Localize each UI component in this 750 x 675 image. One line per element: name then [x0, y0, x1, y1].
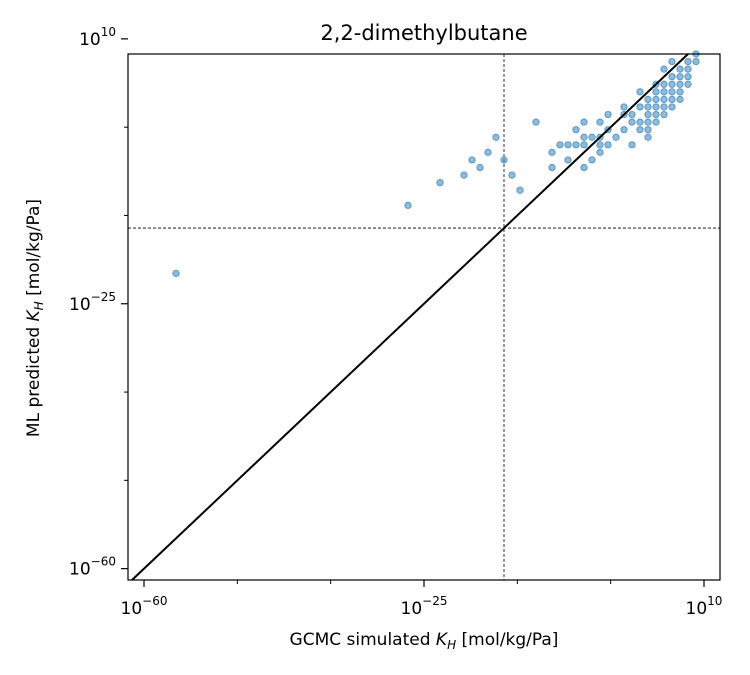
data-point: [516, 186, 524, 194]
data-point: [676, 80, 684, 88]
data-point: [596, 141, 604, 149]
data-point: [676, 65, 684, 73]
data-point: [612, 133, 620, 141]
data-point: [692, 57, 700, 66]
data-point: [668, 57, 676, 66]
diagonal-reference-line: [131, 53, 689, 581]
x-axis-label: GCMC simulated KH [mol/kg/Pa]: [290, 630, 559, 652]
data-point: [596, 118, 604, 126]
data-point: [660, 65, 668, 73]
data-point: [668, 80, 676, 88]
data-point: [660, 80, 668, 88]
data-point: [484, 148, 492, 156]
data-point: [588, 156, 596, 164]
data-point: [684, 73, 692, 81]
data-point: [548, 163, 556, 172]
x-axis-label-var: K: [436, 630, 449, 650]
data-point: [620, 126, 628, 134]
data-point: [676, 95, 684, 104]
reference-guides: [128, 54, 720, 580]
data-point: [564, 141, 572, 149]
x-axis: 10−60 10−25 1010: [121, 580, 723, 619]
data-point: [676, 73, 684, 81]
data-point: [652, 95, 660, 104]
data-point: [636, 103, 644, 111]
data-point: [596, 148, 604, 156]
data-point: [644, 118, 652, 126]
y-axis-label-prefix: ML predicted: [24, 321, 44, 437]
data-point: [564, 156, 572, 164]
data-point: [660, 95, 668, 104]
data-point: [660, 110, 668, 119]
data-point: [668, 73, 676, 81]
x-axis-label-prefix: GCMC simulated: [290, 630, 436, 650]
x-tick-label: 1010: [686, 594, 723, 619]
data-point: [652, 103, 660, 111]
data-point: [668, 95, 676, 104]
data-point: [604, 141, 612, 149]
data-point: [620, 103, 628, 111]
data-point: [436, 179, 444, 187]
data-point: [500, 156, 508, 164]
data-point: [468, 156, 476, 164]
data-point: [644, 103, 652, 111]
data-point: [668, 103, 676, 111]
data-point: [644, 126, 652, 134]
data-point: [644, 110, 652, 119]
y-axis-label-var: K: [24, 308, 44, 321]
data-point: [604, 110, 612, 119]
data-point: [508, 171, 516, 179]
data-point: [460, 171, 468, 179]
y-axis-label-suffix: [mol/kg/Pa]: [24, 199, 44, 301]
data-point: [628, 118, 636, 126]
data-point: [628, 141, 636, 149]
data-point: [492, 133, 500, 141]
x-tick-label: 10−25: [401, 594, 448, 619]
data-points: [172, 50, 700, 278]
data-point: [476, 163, 484, 172]
y-tick-label: 10−25: [69, 290, 116, 315]
data-point: [660, 88, 668, 96]
data-point: [580, 163, 588, 172]
data-point: [668, 88, 676, 96]
data-point: [572, 141, 580, 149]
y-axis-label: ML predicted KH [mol/kg/Pa]: [24, 199, 46, 437]
data-point: [636, 88, 644, 96]
data-point: [684, 80, 692, 88]
y-axis-label-sub: H: [32, 301, 46, 310]
data-point: [684, 65, 692, 73]
y-tick-label: 10−60: [69, 555, 116, 580]
data-point: [652, 118, 660, 126]
x-axis-label-sub: H: [447, 638, 456, 652]
data-point: [636, 126, 644, 134]
x-tick-label: 10−60: [121, 594, 168, 619]
data-point: [636, 118, 644, 126]
data-point: [652, 88, 660, 96]
y-tick-label: 1010: [79, 25, 116, 50]
data-point: [580, 133, 588, 141]
data-point: [652, 110, 660, 119]
y-axis: 1010 10−25 10−60: [69, 25, 128, 580]
data-point: [556, 141, 564, 149]
data-point: [404, 201, 412, 209]
data-point: [660, 103, 668, 111]
data-point: [548, 148, 556, 156]
chart-title: 2,2-dimethylbutane: [320, 21, 527, 45]
data-point: [532, 118, 540, 126]
data-point: [572, 126, 580, 134]
data-point: [676, 88, 684, 96]
data-point: [684, 57, 692, 66]
x-axis-label-suffix: [mol/kg/Pa]: [456, 630, 558, 650]
data-point: [628, 110, 636, 119]
data-point: [580, 118, 588, 126]
data-point: [588, 133, 596, 141]
data-point: [172, 269, 180, 278]
data-point: [644, 95, 652, 104]
data-point: [644, 133, 652, 141]
data-point: [580, 141, 588, 149]
